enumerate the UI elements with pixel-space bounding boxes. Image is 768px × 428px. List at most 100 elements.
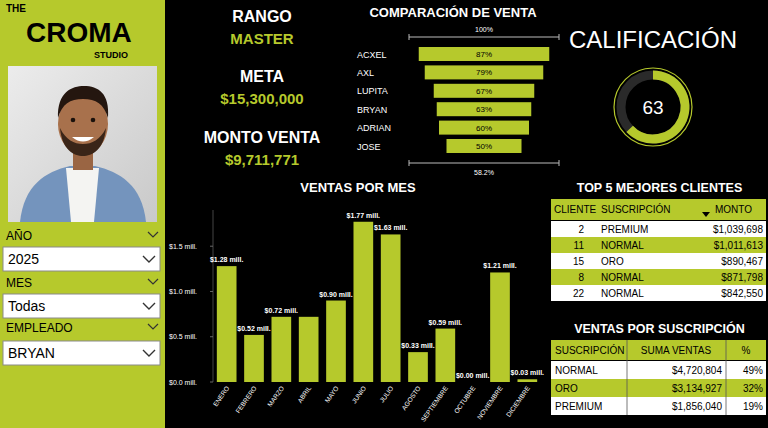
- x-tick-label: DICIEMBRE: [505, 384, 532, 418]
- funnel-range-end: [559, 160, 560, 166]
- table-cell: $1,011,613: [714, 240, 764, 251]
- bar: [244, 335, 264, 382]
- bar: [463, 382, 483, 383]
- kpi-label: MONTO VENTA: [204, 129, 321, 146]
- column-header: SUSCRIPCIÓN: [601, 203, 670, 215]
- column-header: SUSCRIPCIÓN: [555, 344, 624, 356]
- column-header: %: [742, 345, 751, 356]
- bar: [435, 329, 455, 382]
- y-tick-label: $1.5 mill.: [169, 243, 197, 250]
- funnel-category: JOSE: [357, 142, 381, 152]
- bar: [299, 317, 319, 382]
- x-tick-label: JUNIO: [350, 385, 367, 405]
- chart-title: CALIFICACIÓN: [569, 26, 737, 53]
- data-label: $1.77 mill.: [347, 212, 381, 220]
- x-tick-label: MAYO: [323, 385, 339, 404]
- bar: [217, 266, 237, 382]
- funnel-bar: [425, 65, 544, 79]
- x-tick-label: AGOSTO: [400, 385, 422, 412]
- gauge-value: 63: [642, 97, 663, 118]
- data-label: $0.52 mill.: [237, 325, 271, 333]
- funnel-range-end: [409, 160, 410, 166]
- gauge-outer-ring: [614, 68, 692, 146]
- photo-smile: [72, 137, 94, 142]
- bars: [217, 222, 537, 382]
- bar: [490, 272, 510, 382]
- table-cell: 32%: [743, 383, 763, 394]
- table-cell: $1,856,040: [672, 401, 722, 412]
- data-label: 60%: [476, 124, 492, 133]
- y-tick: [210, 382, 213, 383]
- kpi-value: MASTER: [230, 30, 294, 47]
- data-label: $1.63 mill.: [374, 224, 408, 232]
- data-label: $0.33 mill.: [401, 342, 435, 350]
- photo-shirt: [20, 166, 146, 222]
- table-cell: ORO: [555, 383, 578, 394]
- x-tick-label: ENERO: [211, 385, 230, 408]
- kpi-value: $15,300,000: [220, 90, 303, 107]
- filter-chevron: [148, 279, 158, 284]
- table-cell: NORMAL: [601, 288, 644, 299]
- funnel-bar: [434, 84, 535, 98]
- table-row: [551, 253, 766, 269]
- table-cell: ORO: [601, 256, 624, 267]
- x-tick-label: JULIO: [378, 385, 394, 404]
- x-tick-label: MARZO: [266, 385, 285, 408]
- table-title: TOP 5 MEJORES CLIENTES: [577, 181, 743, 195]
- dropdown-value: BRYAN: [8, 345, 55, 361]
- table-cell: 15: [573, 256, 585, 267]
- table-cell: $1,039,698: [713, 224, 763, 235]
- y-tick-label: $0.0 mill.: [169, 379, 197, 386]
- chart-title: VENTAS POR MES: [300, 180, 416, 195]
- funnel-category: LUPITA: [357, 86, 388, 96]
- data-label: $0.03 mill.: [511, 369, 545, 377]
- filter-label: AÑO: [6, 229, 32, 243]
- x-tick-label: FEBRERO: [234, 385, 258, 415]
- photo-hair: [58, 86, 108, 118]
- data-label: $0.00 mill.: [456, 372, 490, 380]
- table-cell: $4,720,804: [672, 365, 722, 376]
- gauge-arc: [630, 75, 685, 139]
- kpi-label: META: [240, 68, 285, 85]
- y-tick-label: $1.0 mill.: [169, 288, 197, 295]
- table-cell: 49%: [743, 365, 763, 376]
- y-tick-label: $0.5 mill.: [169, 333, 197, 340]
- table-cell: $890,467: [721, 256, 763, 267]
- column-header: MONTO: [715, 204, 752, 215]
- table-row: [551, 361, 766, 379]
- funnel-bar: [437, 102, 532, 116]
- data-label: $1.21 mill.: [483, 262, 517, 270]
- dropdown[interactable]: [3, 294, 160, 318]
- column-header: SUMA VENTAS: [641, 345, 712, 356]
- gauge-track: [621, 75, 685, 139]
- table-cell: 8: [578, 272, 584, 283]
- data-label: 50%: [476, 142, 492, 151]
- funnel-category: ACXEL: [357, 50, 387, 60]
- funnel-range-end: [559, 34, 560, 40]
- funnel-category: AXL: [357, 68, 374, 78]
- kpi-value: $9,711,771: [225, 151, 299, 168]
- table-row: [551, 221, 766, 237]
- dropdown[interactable]: [3, 247, 160, 271]
- bar: [517, 379, 537, 382]
- dropdown-value: Todas: [8, 298, 45, 314]
- funnel-bar: [447, 139, 522, 153]
- data-label: $0.90 mill.: [319, 291, 353, 299]
- filter-chevron: [148, 232, 158, 237]
- table-row: [551, 269, 766, 285]
- data-label: 87%: [476, 50, 492, 59]
- data-label: $1.28 mill.: [210, 256, 244, 264]
- funnel-annotation: 100%: [475, 26, 493, 33]
- table-cell: $842,550: [721, 288, 763, 299]
- column-separator: [726, 340, 727, 415]
- y-tick: [210, 336, 213, 337]
- table-cell: 2: [578, 224, 584, 235]
- background: [0, 0, 768, 428]
- bar: [353, 222, 373, 382]
- funnel-bar: [419, 47, 550, 61]
- bar: [271, 317, 291, 382]
- dropdown[interactable]: [3, 341, 160, 365]
- data-label: 63%: [476, 105, 492, 114]
- y-tick: [210, 291, 213, 292]
- bar: [381, 234, 401, 382]
